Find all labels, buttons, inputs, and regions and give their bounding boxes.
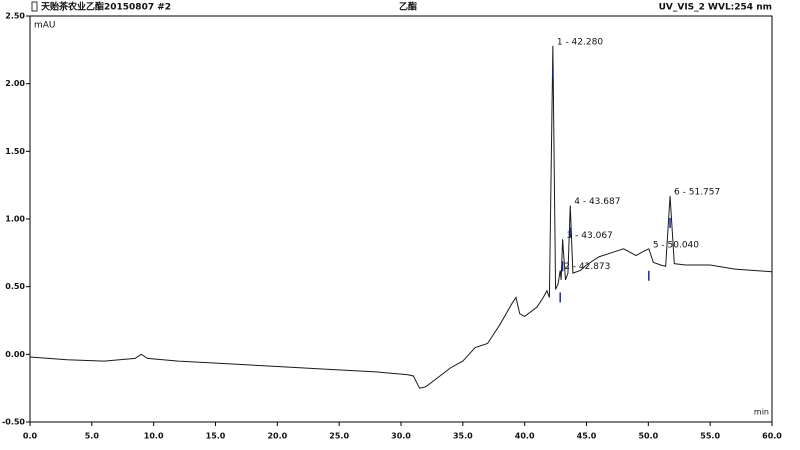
x-tick-label: 15.0 — [206, 432, 226, 441]
x-tick-label: 10.0 — [144, 432, 164, 441]
chart-title: 乙酯 — [399, 1, 417, 13]
header-left: 天贻茶农业乙酯20150807 #2 — [41, 1, 171, 13]
x-tick-label: 30.0 — [391, 432, 411, 441]
y-axis-label: mAU — [34, 21, 56, 31]
peak-label: 3 - 43.067 — [567, 231, 613, 241]
y-tick-label: 1.50 — [5, 147, 25, 156]
header-right: UV_VIS_2 WVL:254 nm — [659, 3, 772, 13]
y-tick-label: -0.50 — [2, 418, 25, 427]
x-tick-label: 50.0 — [638, 432, 658, 441]
x-tick-label: 45.0 — [577, 432, 597, 441]
x-tick-label: 60.0 — [762, 432, 782, 441]
x-axis-label: min — [754, 408, 769, 417]
x-tick-label: 0.0 — [23, 432, 38, 441]
peak-label: 4 - 43.687 — [574, 197, 620, 207]
peak-label: 1 - 42.280 — [557, 37, 603, 47]
x-tick-label: 40.0 — [515, 432, 535, 441]
y-tick-label: 0.00 — [5, 350, 25, 359]
chromatogram-line — [29, 45, 773, 389]
plot-frame — [29, 15, 773, 423]
x-tick-label: 5.0 — [85, 432, 100, 441]
x-tick-label: 35.0 — [453, 432, 473, 441]
x-tick-label: 20.0 — [267, 432, 287, 441]
y-tick-label: 2.00 — [5, 79, 25, 88]
peak-label: 6 - 51.757 — [674, 187, 720, 197]
x-tick-label: 25.0 — [329, 432, 349, 441]
doc-icon — [31, 1, 38, 12]
y-tick-label: 0.50 — [5, 282, 25, 291]
x-tick-label: 55.0 — [700, 432, 720, 441]
y-tick-label: 1.00 — [5, 215, 25, 224]
y-tick-label: 2.50 — [5, 12, 25, 21]
peak-label: 2 - 42.873 — [564, 262, 610, 272]
peak-label: 5 - 50.040 — [653, 240, 699, 250]
